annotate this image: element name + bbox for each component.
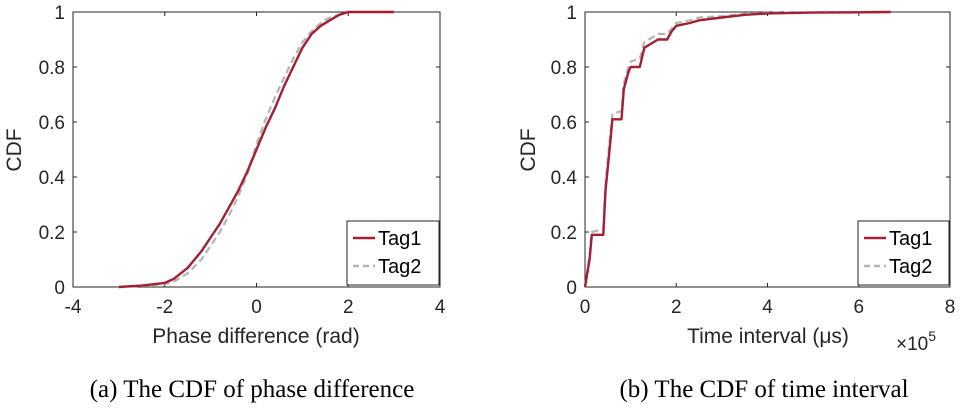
chart-a-y-ticks: 0 0.2 0.4 0.6 0.8 1 xyxy=(39,3,440,299)
chart-b-x-tick-label: 8 xyxy=(945,297,956,318)
chart-b-y-tick-label: 0 xyxy=(566,278,577,299)
chart-b-y-tick-label: 0.6 xyxy=(551,113,577,134)
chart-a-x-tick-label: -4 xyxy=(65,297,82,318)
chart-b-x-tick-label: 0 xyxy=(580,297,591,318)
chart-a-series-tag1-line xyxy=(118,10,395,289)
caption-a: (a) The CDF of phase difference xyxy=(90,376,415,403)
chart-a-y-tick-label: 0.4 xyxy=(39,168,66,189)
chart-b-lines xyxy=(583,10,891,288)
chart-b-y-tick-label: 0.2 xyxy=(551,223,577,244)
chart-b-x-tick-label: 6 xyxy=(853,297,864,318)
chart-a-x-tick-label: 0 xyxy=(251,297,262,318)
chart-a-lines xyxy=(118,10,395,289)
chart-b-x-multiplier: ×10 xyxy=(896,334,928,355)
chart-b-legend-tag1-label: Tag1 xyxy=(889,228,932,250)
chart-a-y-tick-label: 0.6 xyxy=(39,113,65,134)
chart-b-series-tag2-line xyxy=(583,10,891,288)
chart-a-x-tick-label: 4 xyxy=(435,297,446,318)
chart-b-y-ticks: 0 0.2 0.4 0.6 0.8 1 xyxy=(551,3,950,299)
caption-b: (b) The CDF of time interval xyxy=(619,376,908,403)
chart-b-y-tick-label: 0.4 xyxy=(551,168,578,189)
chart-a-y-tick-label: 0.8 xyxy=(39,58,65,79)
chart-a-legend: Tag1 Tag2 xyxy=(346,220,440,286)
chart-a-series-tag2-line xyxy=(118,10,395,289)
chart-a-legend-box xyxy=(346,220,440,286)
chart-a-x-axis-label: Phase difference (rad) xyxy=(152,325,359,348)
chart-a-x-tick-label: -2 xyxy=(156,297,173,318)
chart-b-x-exponent: ×105 xyxy=(896,328,936,355)
chart-a-y-tick-label: 1 xyxy=(54,3,65,24)
chart-a-x-ticks: -4 -2 0 2 4 xyxy=(65,12,446,318)
chart-b-series-tag1-line xyxy=(583,10,891,288)
chart-b-x-tick-label: 2 xyxy=(671,297,682,318)
chart-b-legend-tag2-label: Tag2 xyxy=(889,256,932,278)
chart-a-y-tick-label: 0.2 xyxy=(39,223,65,244)
chart-b-y-tick-label: 1 xyxy=(566,3,577,24)
chart-b-legend: Tag1 Tag2 xyxy=(857,220,950,286)
chart-a: 0 0.2 0.4 0.6 0.8 1 -4 -2 0 2 4 Phase difference … xyxy=(3,3,446,403)
chart-a-legend-tag1-label: Tag1 xyxy=(378,228,421,250)
chart-b-y-tick-label: 0.8 xyxy=(551,58,577,79)
chart-b-x-tick-label: 4 xyxy=(762,297,773,318)
chart-b-legend-box xyxy=(857,220,950,286)
chart-a-y-axis-label: CDF xyxy=(3,128,26,171)
chart-a-x-tick-label: 2 xyxy=(343,297,354,318)
chart-a-y-tick-label: 0 xyxy=(54,278,65,299)
chart-a-legend-tag2-label: Tag2 xyxy=(378,256,421,278)
chart-b-x-exponent-power: 5 xyxy=(928,328,936,344)
chart-b-x-axis-label: Time interval (μs) xyxy=(687,325,849,348)
chart-b-y-axis-label: CDF xyxy=(517,128,540,171)
